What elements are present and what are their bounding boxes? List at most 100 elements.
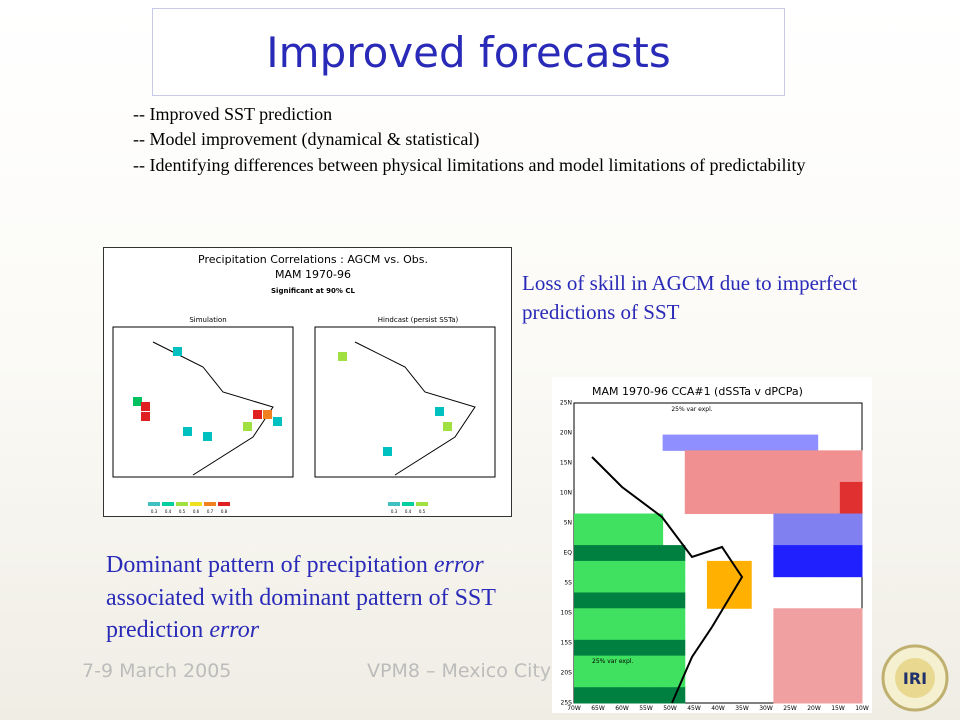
map-cell <box>618 529 641 546</box>
logo: IRI <box>881 644 949 712</box>
map-cell <box>141 402 150 411</box>
map-cell <box>640 545 664 562</box>
y-label: 10S <box>561 610 573 617</box>
map-cell <box>817 687 841 704</box>
map-cell <box>574 529 597 546</box>
map-cell <box>839 481 863 499</box>
y-label: 25N <box>560 400 572 407</box>
coast <box>591 456 744 704</box>
map-cell <box>751 497 774 515</box>
y-label: 10N <box>560 490 572 497</box>
map-cell <box>817 639 841 657</box>
x-label: 30W <box>759 705 773 712</box>
map-cell <box>706 497 730 515</box>
map-cell <box>640 592 664 609</box>
map-cell <box>773 687 797 704</box>
colorbar-cell <box>218 502 230 506</box>
caption: Dominant pattern of precipitation error <box>106 552 484 579</box>
map-cell <box>574 560 597 578</box>
colorbar-cell <box>388 502 400 506</box>
map-cell <box>141 412 150 421</box>
coast <box>152 341 274 476</box>
y-label: 15N <box>560 460 572 467</box>
map-cell <box>795 434 819 451</box>
map-cell <box>640 671 664 688</box>
map-cell <box>574 513 597 530</box>
map-cell <box>596 576 619 593</box>
figure-note: Significant at 90% CL <box>271 287 355 295</box>
y-label: EQ <box>563 550 572 557</box>
map-cell <box>773 560 797 578</box>
map-cell <box>773 624 797 641</box>
map-cell <box>618 671 641 688</box>
map-cell <box>706 560 730 578</box>
map-cell <box>662 608 686 625</box>
caption-emph: error <box>209 617 260 643</box>
map-cell <box>817 608 841 625</box>
colorbar-cell <box>204 502 216 506</box>
map-cell <box>684 481 708 499</box>
map-cell <box>662 434 686 451</box>
map-cell <box>574 655 597 672</box>
map-cell <box>618 545 641 562</box>
map-cell <box>596 608 619 625</box>
panel-title: Hindcast (persist SSTa) <box>378 316 459 324</box>
coast <box>354 341 476 476</box>
colorbar-label: 0.3 <box>391 509 398 514</box>
map-cell <box>640 529 664 546</box>
map-cell <box>183 427 192 436</box>
map-cell <box>574 576 597 593</box>
map-cell <box>795 466 819 483</box>
map-cell <box>574 639 597 657</box>
map-cell <box>817 624 841 641</box>
colorbar-label: 0.3 <box>151 509 158 514</box>
map-cell <box>662 687 686 704</box>
map-cell <box>773 513 797 530</box>
map-cell <box>773 529 797 546</box>
map-cell <box>596 560 619 578</box>
y-label: 5N <box>564 520 572 527</box>
map-cell <box>817 545 841 562</box>
bullet: -- Model improvement (dynamical & statis… <box>133 129 480 149</box>
map-cell <box>817 560 841 578</box>
map-cell <box>596 639 619 657</box>
caption: predictions of SST <box>522 300 680 324</box>
map-cell <box>662 624 686 641</box>
map-cell <box>640 560 664 578</box>
map-cell <box>773 481 797 499</box>
map-cell <box>795 450 819 467</box>
logo-core <box>895 658 935 698</box>
map-cell <box>839 671 863 688</box>
map-cell <box>795 529 819 546</box>
map-cell <box>817 481 841 499</box>
caption: Loss of skill in AGCM due to imperfect <box>522 271 858 295</box>
map-cell <box>574 687 597 704</box>
map-cell <box>596 545 619 562</box>
map-cell <box>640 513 664 530</box>
map-cells <box>574 434 863 704</box>
map-cell <box>435 407 444 416</box>
map-cell <box>684 434 708 451</box>
map-box <box>314 326 496 478</box>
caption-emph: error <box>433 552 484 578</box>
map-cell <box>662 655 686 672</box>
map-cell <box>263 410 272 419</box>
map-cell <box>839 639 863 657</box>
figure-note: 25% var expl. <box>592 658 633 665</box>
map-cell <box>795 671 819 688</box>
map-cell <box>618 560 641 578</box>
map-cell <box>839 450 863 467</box>
x-label: 20W <box>807 705 821 712</box>
map-cell <box>618 513 641 530</box>
colorbar-cell <box>190 502 202 506</box>
logo-text: IRI <box>903 669 927 688</box>
map-cell <box>795 624 819 641</box>
map-cell <box>574 608 597 625</box>
y-label: 5S <box>564 580 572 587</box>
map-cell <box>443 422 452 431</box>
map-cell <box>773 497 797 515</box>
map-cell <box>839 545 863 562</box>
caption-text: prediction <box>106 617 210 643</box>
map-cell <box>839 655 863 672</box>
